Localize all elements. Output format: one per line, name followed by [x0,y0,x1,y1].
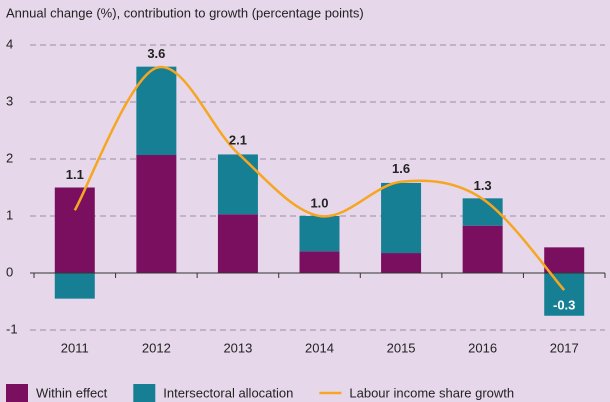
bar [462,225,503,273]
x-tick-label: 2015 [387,340,416,355]
x-tick-label: 2012 [142,340,171,355]
bar [544,247,585,273]
bar [217,214,258,273]
x-tick-label: 2011 [61,340,89,355]
bar [381,182,422,254]
bar [136,66,177,156]
y-tick-label: 0 [6,264,13,279]
bar [136,155,177,273]
y-tick-label: 4 [6,36,13,51]
y-tick-label: 1 [6,207,13,222]
bar [544,273,585,316]
legend-swatch [6,384,28,402]
y-tick-label: -1 [6,321,18,336]
data-label: 1.6 [392,161,410,176]
x-tick-label: 2014 [305,340,334,355]
bar [217,154,258,215]
y-tick-label: 2 [6,150,13,165]
legend-label: Within effect [36,385,108,400]
bar [54,187,95,273]
legend-swatch [133,384,156,402]
bar [381,253,422,273]
data-label: 3.6 [147,46,165,61]
data-label: -0.3 [553,298,575,313]
x-tick-label: 2016 [468,340,497,355]
x-tick-label: 2017 [550,340,579,355]
legend-label: Labour income share growth [349,385,514,400]
y-tick-label: 3 [6,93,13,108]
x-tick-label: 2013 [223,340,252,355]
line [73,65,566,291]
bar [299,251,340,273]
bar [299,216,340,252]
bar [462,198,503,226]
legend-label: Intersectoral allocation [163,385,293,400]
data-label: 1.3 [474,178,492,193]
data-label: 2.1 [229,133,247,148]
data-label: 1.0 [310,195,328,210]
bar [54,273,95,299]
data-label: 1.1 [66,167,84,182]
chart-title: Annual change (%), contribution to growt… [6,5,364,20]
